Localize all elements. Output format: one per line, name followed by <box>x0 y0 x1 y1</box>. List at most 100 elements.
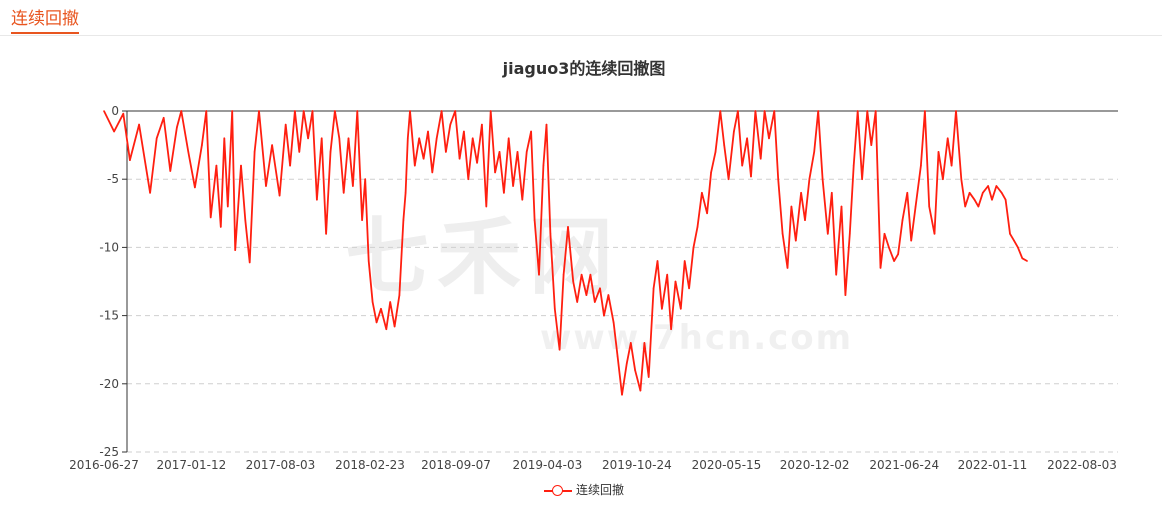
data-point <box>754 110 757 112</box>
data-point <box>710 171 712 174</box>
data-point <box>643 342 646 344</box>
data-point <box>759 157 762 160</box>
x-tick-label: 2021-06-24 <box>869 458 939 472</box>
data-point <box>723 144 725 146</box>
data-point <box>244 219 247 221</box>
data-point <box>149 192 151 194</box>
data-point <box>626 362 628 365</box>
data-point <box>1017 246 1019 249</box>
data-point <box>910 239 912 242</box>
data-point <box>414 164 416 167</box>
data-point <box>874 110 877 112</box>
data-point <box>652 287 655 290</box>
data-point <box>294 110 296 112</box>
data-point <box>1009 233 1011 235</box>
data-point <box>692 246 695 249</box>
data-point <box>995 185 998 187</box>
data-point <box>298 151 301 153</box>
data-point <box>538 273 540 276</box>
data-point <box>701 192 703 194</box>
data-point <box>187 151 190 153</box>
y-tick-label: -20 <box>99 377 119 391</box>
data-point <box>639 389 642 392</box>
legend[interactable]: 连续回撤 <box>0 481 1168 498</box>
data-point <box>737 110 739 112</box>
data-point <box>507 137 510 140</box>
data-point <box>503 192 505 194</box>
data-point <box>103 110 105 112</box>
data-point <box>861 178 863 180</box>
data-point <box>1021 257 1024 260</box>
data-point <box>719 110 722 112</box>
data-point <box>302 110 305 112</box>
data-point <box>831 192 833 194</box>
data-point <box>937 151 940 153</box>
tab-title[interactable]: 连续回撤 <box>11 8 79 34</box>
data-point <box>733 130 735 133</box>
data-point <box>933 233 936 235</box>
data-point <box>215 164 218 167</box>
data-point <box>440 110 443 112</box>
data-point <box>567 226 569 228</box>
data-point <box>375 321 378 324</box>
data-point <box>407 137 409 140</box>
data-point <box>706 212 708 215</box>
data-point <box>714 151 717 153</box>
data-point <box>804 219 806 221</box>
data-point <box>924 110 926 112</box>
data-point <box>950 164 953 167</box>
data-point <box>356 110 359 112</box>
data-point <box>813 151 815 153</box>
data-point <box>768 137 770 140</box>
data-point <box>409 110 411 112</box>
data-point <box>498 151 501 153</box>
data-point <box>946 137 949 140</box>
header-divider <box>0 35 1162 36</box>
data-point <box>248 261 251 264</box>
x-tick-label: 2017-01-12 <box>156 458 226 472</box>
y-tick-label: 0 <box>111 104 119 118</box>
data-point <box>289 164 291 167</box>
x-tick-label: 2018-09-07 <box>421 458 491 472</box>
data-point <box>621 393 623 396</box>
data-point <box>982 192 984 194</box>
data-point <box>223 137 226 140</box>
data-point <box>800 192 802 194</box>
data-point <box>393 325 396 328</box>
data-point <box>422 157 425 160</box>
data-point <box>176 126 178 129</box>
data-point <box>901 219 904 221</box>
data-point <box>688 287 690 290</box>
data-point <box>572 280 574 283</box>
data-point <box>589 273 592 276</box>
data-point <box>458 157 461 160</box>
data-point <box>866 110 869 112</box>
data-point <box>138 123 140 126</box>
data-point <box>840 205 843 208</box>
data-point <box>973 198 976 201</box>
data-point <box>661 308 663 310</box>
data-point <box>852 164 855 167</box>
data-point <box>227 205 229 208</box>
data-point <box>808 178 811 180</box>
data-point <box>471 137 474 140</box>
data-point <box>817 110 819 112</box>
data-point <box>634 369 636 372</box>
data-point <box>883 233 886 235</box>
x-tick-label: 2019-04-03 <box>512 458 582 472</box>
data-point <box>746 137 748 140</box>
data-point <box>240 164 242 167</box>
data-point <box>435 137 438 140</box>
data-point <box>265 185 267 187</box>
data-point <box>525 151 528 153</box>
data-point <box>431 171 434 174</box>
data-point <box>545 123 548 126</box>
x-tick-label: 2016-06-27 <box>69 458 139 472</box>
data-point <box>258 110 260 112</box>
data-point <box>338 137 341 140</box>
data-point <box>1004 198 1007 201</box>
data-point <box>928 205 930 208</box>
data-point <box>380 308 382 310</box>
data-point <box>683 260 686 262</box>
data-point <box>666 273 668 276</box>
